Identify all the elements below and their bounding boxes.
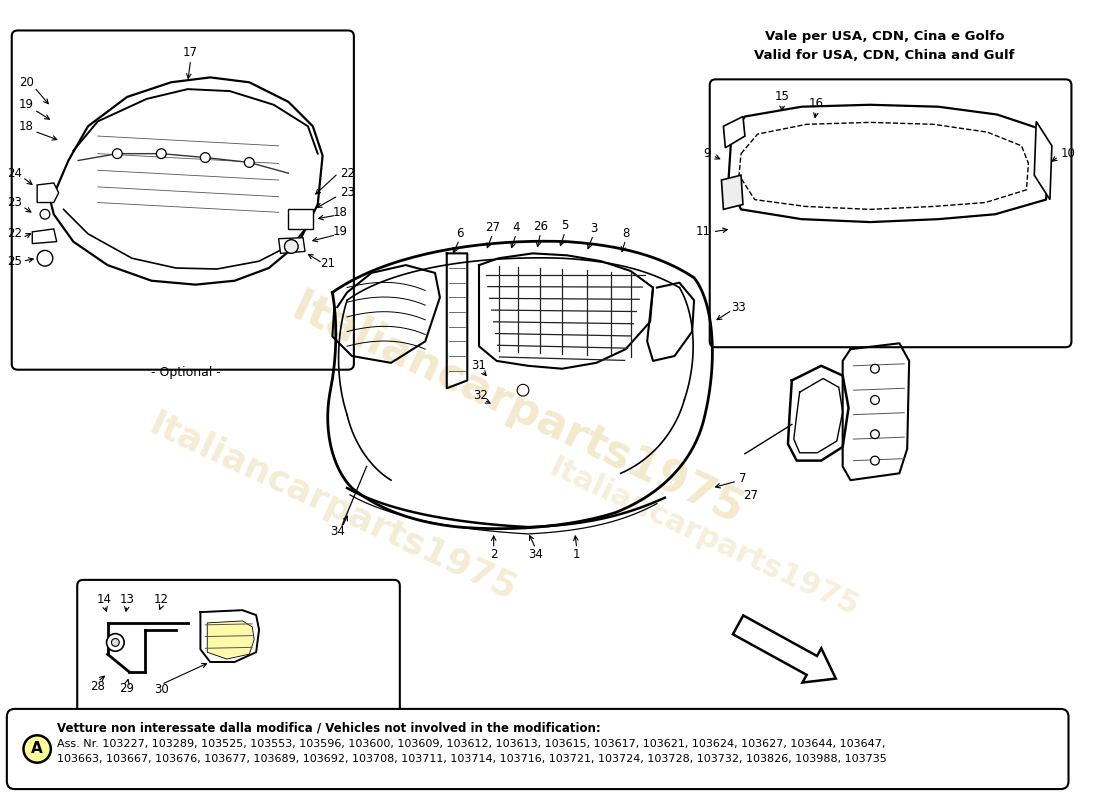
Text: 22: 22 bbox=[8, 227, 22, 240]
Circle shape bbox=[870, 396, 879, 404]
Text: Italiancarparts1975: Italiancarparts1975 bbox=[143, 407, 521, 608]
Polygon shape bbox=[37, 183, 58, 202]
Text: 16: 16 bbox=[808, 98, 824, 110]
Text: 26: 26 bbox=[534, 221, 548, 234]
Polygon shape bbox=[288, 210, 312, 229]
Text: 19: 19 bbox=[332, 226, 348, 238]
Text: Italiancarparts1975: Italiancarparts1975 bbox=[544, 452, 864, 622]
Text: 27: 27 bbox=[485, 222, 501, 234]
FancyBboxPatch shape bbox=[710, 79, 1071, 347]
Text: 31: 31 bbox=[472, 359, 486, 372]
Circle shape bbox=[40, 210, 49, 219]
Text: 29: 29 bbox=[120, 682, 134, 695]
Text: 21: 21 bbox=[320, 257, 336, 270]
Text: 18: 18 bbox=[19, 120, 34, 133]
Text: Ass. Nr. 103227, 103289, 103525, 103553, 103596, 103600, 103609, 103612, 103613,: Ass. Nr. 103227, 103289, 103525, 103553,… bbox=[57, 739, 886, 749]
Text: 23: 23 bbox=[8, 196, 22, 209]
Polygon shape bbox=[724, 117, 745, 148]
Text: 6: 6 bbox=[455, 227, 463, 240]
Text: Italiancarparts1975: Italiancarparts1975 bbox=[285, 286, 751, 534]
Circle shape bbox=[285, 240, 298, 254]
Text: 2: 2 bbox=[490, 548, 497, 561]
Text: 22: 22 bbox=[340, 166, 355, 180]
Text: 11: 11 bbox=[695, 226, 711, 238]
Circle shape bbox=[200, 153, 210, 162]
Circle shape bbox=[23, 735, 51, 762]
Text: 13: 13 bbox=[120, 593, 134, 606]
Text: 10: 10 bbox=[1060, 147, 1076, 160]
Text: 20: 20 bbox=[19, 76, 34, 89]
Text: 34: 34 bbox=[330, 526, 344, 538]
Text: 28: 28 bbox=[90, 680, 106, 693]
Circle shape bbox=[37, 250, 53, 266]
Polygon shape bbox=[1034, 122, 1052, 199]
Text: 27: 27 bbox=[742, 490, 758, 502]
Text: A: A bbox=[31, 742, 43, 757]
Polygon shape bbox=[278, 238, 305, 254]
Text: 34: 34 bbox=[528, 548, 543, 561]
Text: Vale per USA, CDN, Cina e Golfo: Vale per USA, CDN, Cina e Golfo bbox=[764, 30, 1004, 43]
Text: 32: 32 bbox=[473, 389, 488, 402]
Circle shape bbox=[870, 364, 879, 373]
Text: 25: 25 bbox=[8, 254, 22, 268]
Circle shape bbox=[870, 456, 879, 465]
Text: - Optional -: - Optional - bbox=[151, 366, 221, 379]
FancyArrow shape bbox=[733, 615, 836, 682]
Text: 12: 12 bbox=[154, 593, 168, 606]
Text: 4: 4 bbox=[513, 222, 520, 234]
Circle shape bbox=[112, 149, 122, 158]
Text: 9: 9 bbox=[703, 147, 711, 160]
Text: 23: 23 bbox=[340, 186, 355, 199]
Polygon shape bbox=[722, 175, 742, 210]
Text: 5: 5 bbox=[561, 219, 569, 233]
Text: 30: 30 bbox=[154, 683, 168, 696]
Text: 18: 18 bbox=[333, 206, 348, 219]
Text: 7: 7 bbox=[739, 472, 747, 485]
Circle shape bbox=[156, 149, 166, 158]
Text: 103663, 103667, 103676, 103677, 103689, 103692, 103708, 103711, 103714, 103716, : 103663, 103667, 103676, 103677, 103689, … bbox=[57, 754, 887, 764]
Circle shape bbox=[870, 430, 879, 438]
Text: 24: 24 bbox=[8, 166, 22, 180]
Text: 15: 15 bbox=[774, 90, 790, 103]
Text: 19: 19 bbox=[19, 98, 34, 111]
Text: 3: 3 bbox=[590, 222, 597, 235]
Circle shape bbox=[244, 158, 254, 167]
Circle shape bbox=[517, 384, 529, 396]
Text: 8: 8 bbox=[621, 227, 629, 240]
Text: Vetture non interessate dalla modifica / Vehicles not involved in the modificati: Vetture non interessate dalla modifica /… bbox=[57, 722, 601, 735]
FancyBboxPatch shape bbox=[7, 709, 1068, 789]
FancyBboxPatch shape bbox=[12, 30, 354, 370]
Text: 17: 17 bbox=[183, 46, 198, 59]
Polygon shape bbox=[32, 229, 57, 243]
Text: 33: 33 bbox=[730, 301, 746, 314]
Text: 14: 14 bbox=[97, 593, 112, 606]
Text: Valid for USA, CDN, China and Gulf: Valid for USA, CDN, China and Gulf bbox=[755, 50, 1015, 62]
Circle shape bbox=[107, 634, 124, 651]
Circle shape bbox=[111, 638, 119, 646]
FancyBboxPatch shape bbox=[77, 580, 399, 717]
Polygon shape bbox=[207, 621, 254, 659]
Text: 1: 1 bbox=[573, 548, 581, 561]
